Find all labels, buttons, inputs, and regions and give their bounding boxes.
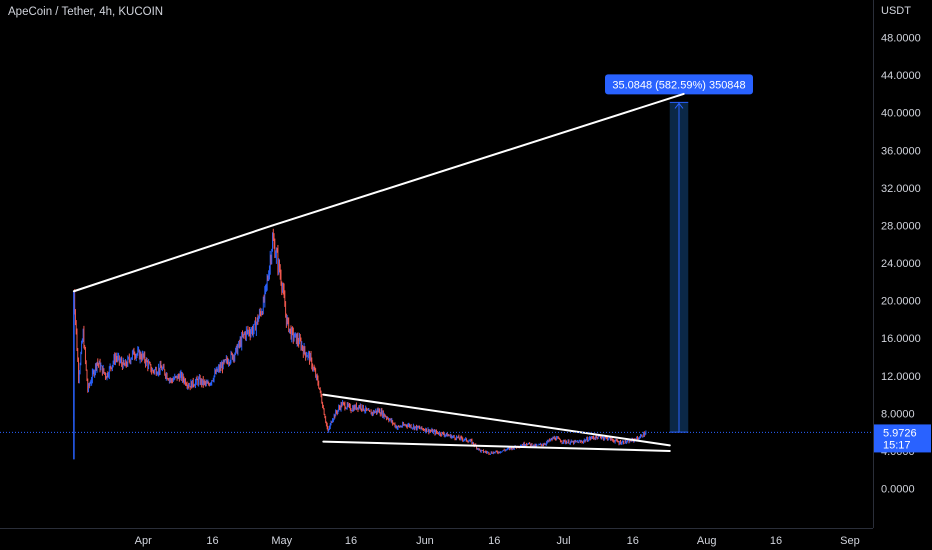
y-tick-label: 48.0000 [881,33,921,45]
x-tick-label: 16 [770,535,782,547]
y-tick-label: 28.0000 [881,220,921,232]
y-tick-label: 0.0000 [881,484,915,496]
x-tick-label: Apr [135,535,152,547]
x-tick-label: Sep [840,535,860,547]
measure-label-text: 35.0848 (582.59%) 350848 [612,79,745,91]
trendline[interactable] [72,224,274,293]
y-tick-label: 44.0000 [881,70,921,82]
x-tick-label: May [271,535,292,547]
x-tick-label: 16 [206,535,218,547]
trendline[interactable] [322,440,671,452]
trendlines[interactable] [72,92,685,452]
y-tick-label: 20.0000 [881,296,921,308]
measure-label-box[interactable] [605,74,753,95]
trendline[interactable] [271,92,685,227]
x-axis[interactable]: Apr 16 May 16 Jun 16 Jul 16 Aug 16 Sep [135,535,860,547]
y-tick-label: 36.0000 [881,145,921,157]
trendline[interactable] [322,393,671,447]
measure-arrow-head-icon [674,102,684,109]
x-tick-label: 16 [345,535,357,547]
last-price-value: 5.9726 [883,427,917,439]
x-tick-label: Aug [697,535,717,547]
y-tick-label: 32.0000 [881,183,921,195]
chart-title: ApeCoin / Tether, 4h, KUCOIN [8,6,164,18]
y-tick-label: 24.0000 [881,258,921,270]
last-price-badge [874,424,931,453]
x-tick-label: 16 [488,535,500,547]
y-tick-label: 16.0000 [881,333,921,345]
x-tick-label: Jun [416,535,434,547]
y-tick-label: 8.0000 [881,408,915,420]
y-tick-label: 40.0000 [881,108,921,120]
y-axis-unit-label: USDT [881,5,911,17]
y-tick-label: 12.0000 [881,371,921,383]
bar-countdown: 15:17 [883,439,911,451]
x-tick-label: 16 [627,535,639,547]
price-range-measure[interactable]: 35.0848 (582.59%) 350848 [605,74,753,433]
price-series [73,228,647,460]
y-axis[interactable]: 0.00004.00008.000012.000016.000020.00002… [881,33,921,496]
x-tick-label: Jul [556,535,570,547]
